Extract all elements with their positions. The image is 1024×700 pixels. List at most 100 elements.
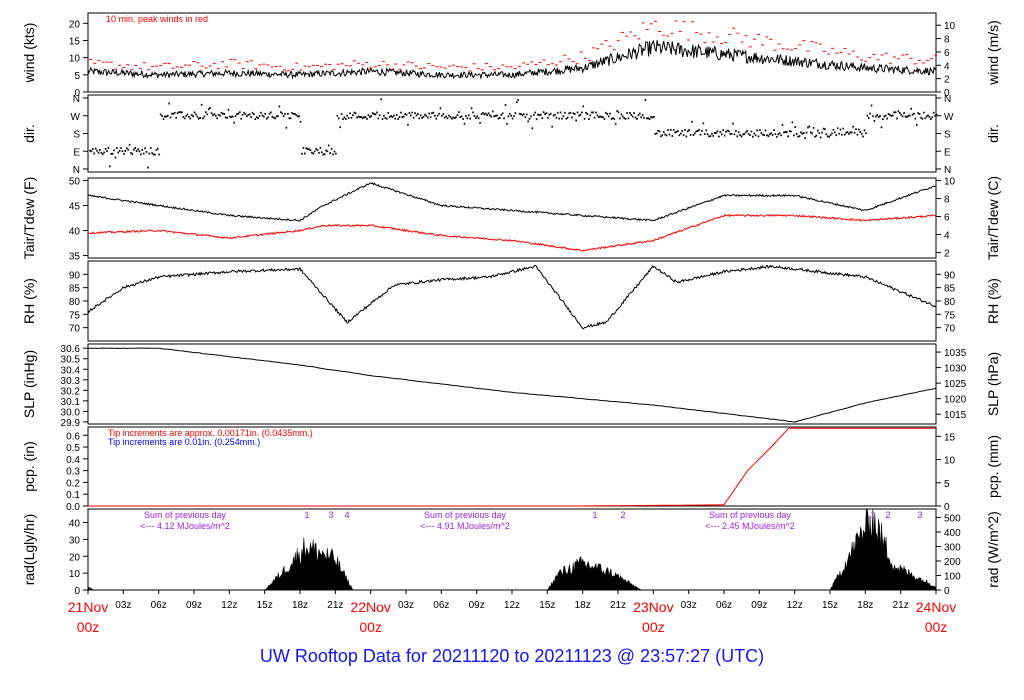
- dir-point: [815, 134, 818, 137]
- dir-point: [93, 152, 96, 155]
- dir-point: [532, 113, 535, 116]
- dir-point: [354, 112, 357, 115]
- dir-point: [366, 118, 368, 120]
- dir-point: [773, 129, 775, 132]
- dir-point: [103, 151, 105, 154]
- dir-point: [934, 114, 936, 117]
- ytick-label-right: 1020: [944, 395, 967, 406]
- dir-point: [500, 114, 503, 116]
- dir-point: [279, 111, 282, 114]
- dir-point: [566, 116, 569, 119]
- dir-point: [296, 115, 299, 118]
- dir-point: [732, 122, 734, 125]
- dir-point: [783, 131, 785, 134]
- panel-2: Tair/Tdew (F) Tair/Tdew (C) 35 40 45 50 2 4 6 8 10: [21, 176, 1001, 263]
- dir-point: [756, 129, 758, 132]
- dir-point: [145, 151, 148, 153]
- dir-point: [429, 116, 432, 119]
- ylabel-left: rad(Lgly/hr): [21, 514, 37, 586]
- dir-point: [891, 114, 894, 117]
- dir-point: [831, 132, 833, 135]
- dir-point: [298, 115, 300, 118]
- footer-title: UW Rooftop Data for 20211120 to 20211123…: [259, 646, 765, 666]
- dir-point: [238, 111, 241, 114]
- dir-point: [889, 113, 891, 116]
- dir-point: [179, 111, 182, 114]
- dir-point: [694, 132, 696, 135]
- dir-point: [243, 111, 245, 114]
- ytick-label-left: E: [73, 147, 80, 158]
- dir-point: [390, 115, 392, 117]
- dir-point: [643, 116, 645, 119]
- dir-point: [744, 131, 747, 134]
- dir-point: [223, 113, 226, 115]
- dir-point: [672, 128, 675, 131]
- xtick-label: 03z: [398, 600, 414, 611]
- dir-point: [910, 107, 912, 110]
- dir-point: [281, 112, 283, 115]
- dir-point: [523, 113, 525, 116]
- ytick-label-left: 30.1: [61, 397, 81, 408]
- ytick-label-right: 4: [944, 61, 950, 72]
- dir-point: [565, 117, 568, 120]
- dir-point: [691, 120, 693, 123]
- dir-point: [395, 114, 398, 116]
- dir-point: [760, 131, 763, 134]
- dir-point: [754, 134, 757, 137]
- dir-point: [576, 111, 579, 114]
- xtick-label: 15z: [257, 600, 273, 611]
- dir-point: [491, 110, 494, 113]
- dir-point: [219, 114, 221, 117]
- dir-point: [335, 152, 337, 155]
- dir-point: [89, 149, 91, 152]
- dir-point: [525, 113, 528, 116]
- dir-point: [620, 113, 623, 116]
- dir-point: [596, 114, 599, 117]
- dir-point: [513, 115, 515, 117]
- ytick-label-left: 0.2: [66, 478, 80, 489]
- dir-point: [210, 112, 213, 115]
- dir-point: [752, 135, 754, 138]
- ytick-label-right: 2: [944, 249, 950, 260]
- dir-point: [518, 112, 521, 115]
- dir-point: [882, 118, 884, 121]
- dir-point: [462, 118, 464, 120]
- dir-point: [489, 114, 491, 117]
- dir-point: [706, 133, 709, 136]
- dir-point: [832, 128, 835, 131]
- dir-point: [493, 115, 495, 118]
- dir-point: [501, 112, 504, 115]
- dir-point: [161, 115, 163, 117]
- dir-point: [285, 126, 288, 129]
- dir-point: [626, 112, 628, 114]
- dir-point: [600, 115, 603, 118]
- dir-point: [805, 131, 808, 134]
- dir-point: [183, 117, 186, 120]
- dir-point: [759, 129, 761, 131]
- dir-point: [267, 116, 269, 119]
- dir-point: [893, 111, 895, 114]
- dir-point: [923, 111, 925, 114]
- dir-point: [826, 135, 829, 138]
- dir-point: [270, 111, 272, 114]
- ylabel-left: wind (kts): [21, 23, 37, 84]
- dir-point: [496, 114, 498, 117]
- dir-point: [148, 152, 151, 155]
- dir-point: [316, 149, 319, 151]
- dir-point: [319, 146, 322, 149]
- ytick-label-left: 30.3: [61, 376, 81, 387]
- ytick-label-left: 20: [69, 552, 81, 563]
- dir-point: [590, 111, 593, 114]
- dir-point: [233, 121, 235, 124]
- ytick-label-left: 70: [69, 324, 81, 335]
- dir-point: [166, 114, 169, 117]
- dir-point: [767, 135, 770, 137]
- ylabel-right: Tair/Tdew (C): [985, 176, 1001, 260]
- series-line: [88, 427, 936, 507]
- rad-marker: 2: [620, 510, 625, 520]
- dir-point: [258, 114, 261, 117]
- dir-point: [856, 133, 859, 136]
- dir-point: [350, 116, 353, 119]
- dir-point: [442, 113, 445, 115]
